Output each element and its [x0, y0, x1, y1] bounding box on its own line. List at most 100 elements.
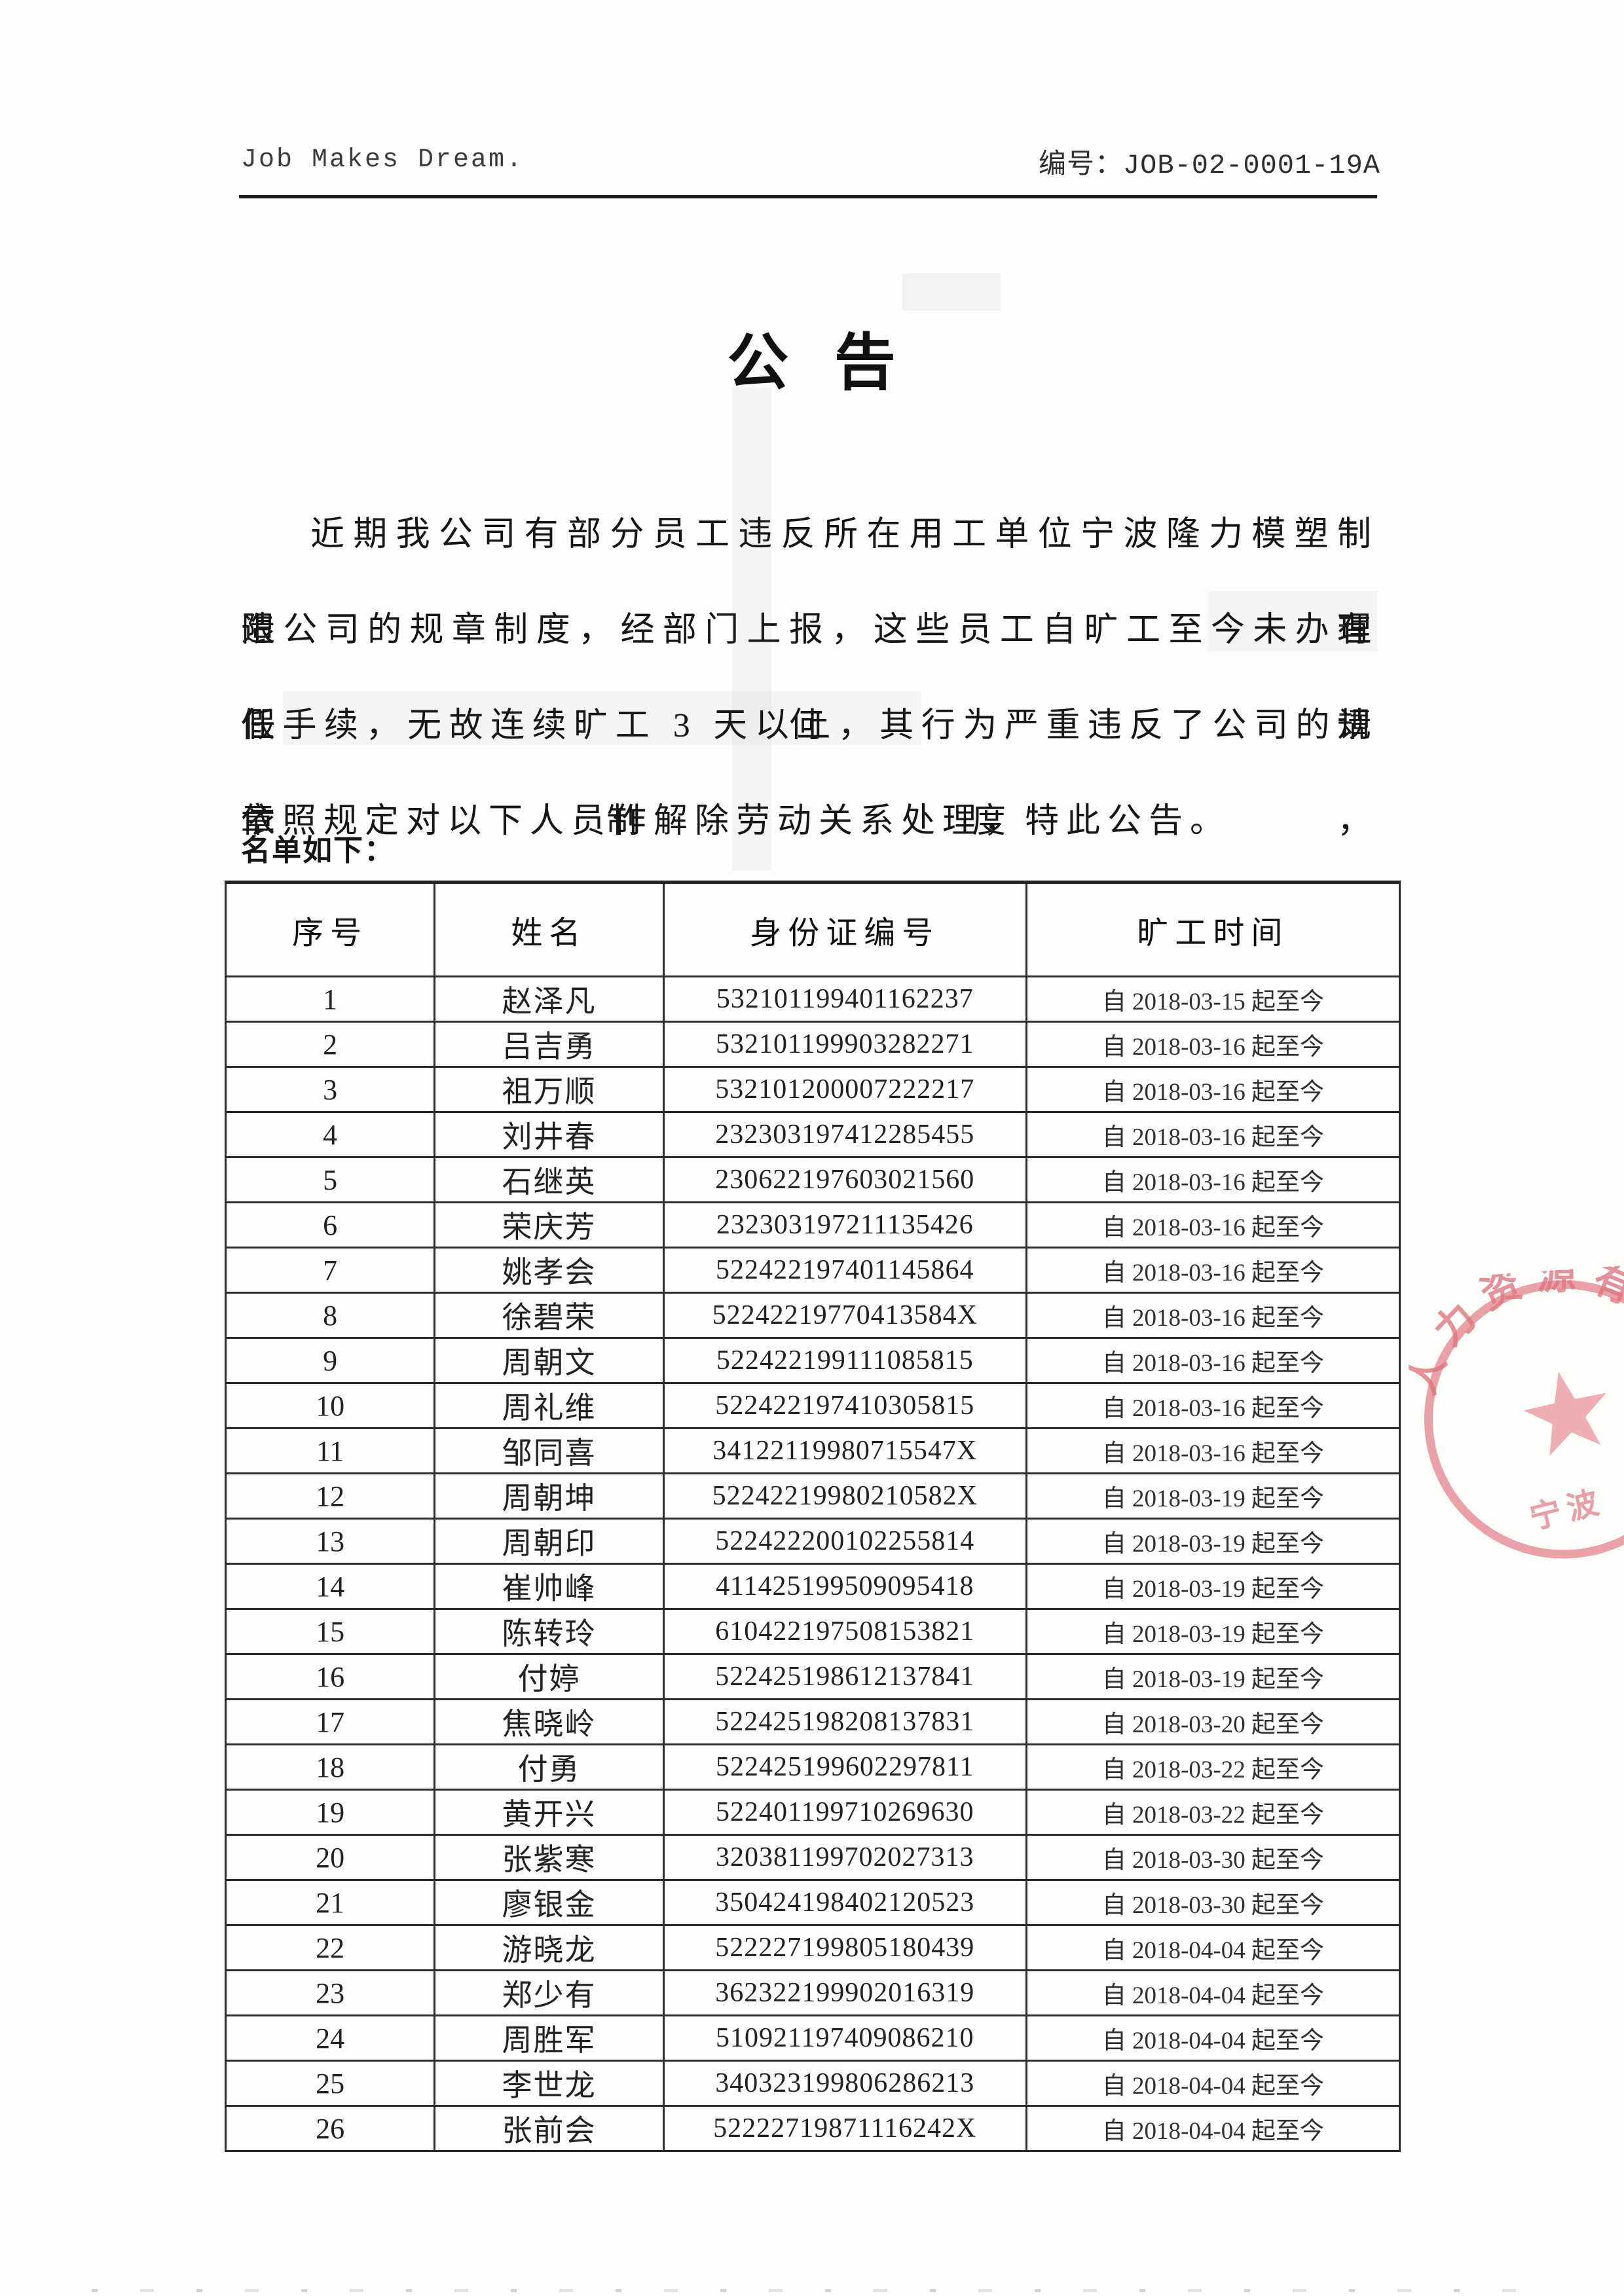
table-row: 24 周胜军 510921197409086210 自 2018-04-04 起至今 [224, 2014, 1401, 2062]
name-cell: 游晓龙 [434, 1924, 665, 1971]
name-cell: 邹同喜 [434, 1427, 665, 1474]
id-cell: 320381199702027313 [662, 1834, 1027, 1881]
seq-cell: 26 [224, 2105, 436, 2152]
name-cell: 荣庆芳 [434, 1201, 665, 1248]
seq-cell: 5 [224, 1156, 436, 1203]
body-line-2: 限公司的规章制度，经部门上报，这些员工自旷工至今未办理任何请 [241, 611, 1378, 744]
seq-cell: 17 [224, 1698, 436, 1745]
absence-cell: 自 2018-03-16 起至今 [1025, 1066, 1401, 1113]
seq-cell: 20 [224, 1834, 436, 1881]
id-cell: 522422197410305815 [662, 1382, 1027, 1429]
name-cell: 黄开兴 [434, 1789, 665, 1836]
seq-cell: 3 [224, 1066, 436, 1113]
absence-cell: 自 2018-03-15 起至今 [1025, 975, 1401, 1023]
seq-cell: 23 [224, 1969, 436, 2016]
name-cell: 吕吉勇 [434, 1021, 665, 1068]
name-cell: 焦晓岭 [434, 1698, 665, 1745]
seq-cell: 1 [224, 975, 436, 1023]
table-row: 1 赵泽凡 532101199401162237 自 2018-03-15 起至今 [224, 975, 1401, 1023]
name-cell: 崔帅峰 [434, 1563, 665, 1610]
name-cell: 周朝文 [434, 1337, 665, 1384]
table-header: 序号 姓名 身份证编号 旷工时间 [224, 881, 1401, 977]
table-row: 22 游晓龙 522227199805180439 自 2018-04-04 起至今 [224, 1924, 1401, 1971]
absence-cell: 自 2018-04-04 起至今 [1025, 2014, 1401, 2062]
name-cell: 周胜军 [434, 2014, 665, 2062]
seq-cell: 15 [224, 1608, 436, 1655]
seq-cell: 21 [224, 1879, 436, 1926]
id-cell: 34122119980715547X [662, 1427, 1027, 1474]
seq-cell: 18 [224, 1743, 436, 1791]
seq-cell: 12 [224, 1472, 436, 1520]
column-header-id: 身份证编号 [662, 881, 1027, 977]
seq-cell: 22 [224, 1924, 436, 1971]
name-cell: 张紫寒 [434, 1834, 665, 1881]
table-row: 3 祖万顺 532101200007222217 自 2018-03-16 起至今 [224, 1066, 1401, 1113]
table-row: 26 张前会 52222719871116242X 自 2018-04-04 起至今 [224, 2105, 1401, 2152]
absence-cell: 自 2018-03-30 起至今 [1025, 1834, 1401, 1881]
id-cell: 230622197603021560 [662, 1156, 1027, 1203]
id-cell: 52242219770413584X [662, 1292, 1027, 1339]
name-cell: 陈转玲 [434, 1608, 665, 1655]
table-row: 19 黄开兴 522401199710269630 自 2018-03-22 起至今 [224, 1789, 1401, 1836]
table-row: 5 石继英 230622197603021560 自 2018-03-16 起至今 [224, 1156, 1401, 1203]
seal-star-icon [1523, 1372, 1606, 1456]
table-row: 11 邹同喜 34122119980715547X 自 2018-03-16 起至今 [224, 1427, 1401, 1474]
table-row: 23 郑少有 362322199902016319 自 2018-04-04 起至今 [224, 1969, 1401, 2016]
id-cell: 522422199111085815 [662, 1337, 1027, 1384]
column-header-name: 姓名 [434, 881, 665, 977]
seq-cell: 9 [224, 1337, 436, 1384]
absence-cell: 自 2018-03-19 起至今 [1025, 1608, 1401, 1655]
table-row: 13 周朝印 522422200102255814 自 2018-03-19 起至今 [224, 1518, 1401, 1565]
seq-cell: 10 [224, 1382, 436, 1429]
id-cell: 522425198612137841 [662, 1653, 1027, 1700]
absence-cell: 自 2018-03-19 起至今 [1025, 1653, 1401, 1700]
absence-cell: 自 2018-03-16 起至今 [1025, 1156, 1401, 1203]
header-slogan: Job Makes Dream. [241, 145, 525, 175]
absence-cell: 自 2018-03-16 起至今 [1025, 1021, 1401, 1068]
name-cell: 郑少有 [434, 1969, 665, 2016]
seq-cell: 6 [224, 1201, 436, 1248]
name-cell: 付婷 [434, 1653, 665, 1700]
absence-cell: 自 2018-04-04 起至今 [1025, 1969, 1401, 2016]
id-cell: 232303197211135426 [662, 1201, 1027, 1248]
absence-cell: 自 2018-03-16 起至今 [1025, 1337, 1401, 1384]
absence-cell: 自 2018-04-04 起至今 [1025, 2105, 1401, 2152]
absence-cell: 自 2018-04-04 起至今 [1025, 1924, 1401, 1971]
id-cell: 522425198208137831 [662, 1698, 1027, 1745]
absence-roster-table: 序号 姓名 身份证编号 旷工时间 1 赵泽凡 532101199401162237 自… [224, 881, 1401, 2152]
absence-cell: 自 2018-03-16 起至今 [1025, 1247, 1401, 1294]
seq-cell: 7 [224, 1247, 436, 1294]
seq-cell: 13 [224, 1518, 436, 1565]
id-cell: 350424198402120523 [662, 1879, 1027, 1926]
absence-cell: 自 2018-03-16 起至今 [1025, 1111, 1401, 1158]
table-row: 21 廖银金 350424198402120523 自 2018-03-30 起至今 [224, 1879, 1401, 1926]
list-label: 名单如下： [241, 833, 396, 867]
id-cell: 522422200102255814 [662, 1518, 1027, 1565]
body-line-3: 假手续，无故连续旷工 3 天以上，其行为严重违反了公司的规章制度， [241, 707, 1378, 840]
seq-cell: 14 [224, 1563, 436, 1610]
table-row: 14 崔帅峰 411425199509095418 自 2018-03-19 起至今 [224, 1563, 1401, 1610]
table-row: 6 荣庆芳 232303197211135426 自 2018-03-16 起至今 [224, 1201, 1401, 1248]
table-row: 12 周朝坤 52242219980210582X 自 2018-03-19 起至今 [224, 1472, 1401, 1520]
absence-cell: 自 2018-03-16 起至今 [1025, 1382, 1401, 1429]
id-cell: 522227199805180439 [662, 1924, 1027, 1971]
body-line-4: 依照规定对以下人员作解除劳动关系处理，特此公告。 [241, 803, 1232, 840]
seq-cell: 11 [224, 1427, 436, 1474]
id-cell: 232303197412285455 [662, 1111, 1027, 1158]
name-cell: 廖银金 [434, 1879, 665, 1926]
scan-edge-speckle [92, 2289, 1539, 2292]
name-cell: 李世龙 [434, 2060, 665, 2107]
absence-cell: 自 2018-03-19 起至今 [1025, 1563, 1401, 1610]
absence-cell: 自 2018-03-19 起至今 [1025, 1472, 1401, 1520]
name-cell: 周朝坤 [434, 1472, 665, 1520]
seq-cell: 19 [224, 1789, 436, 1836]
id-cell: 522425199602297811 [662, 1743, 1027, 1791]
absence-cell: 自 2018-03-16 起至今 [1025, 1201, 1401, 1248]
name-cell: 周朝印 [434, 1518, 665, 1565]
name-cell: 赵泽凡 [434, 975, 665, 1023]
table-row: 18 付勇 522425199602297811 自 2018-03-22 起至今 [224, 1743, 1401, 1791]
id-cell: 510921197409086210 [662, 2014, 1027, 2062]
body-line-1: 近期我公司有部分员工违反所在用工单位宁波隆力模塑制造有 [241, 516, 1378, 649]
name-cell: 徐碧荣 [434, 1292, 665, 1339]
id-cell: 52242219980210582X [662, 1472, 1027, 1520]
